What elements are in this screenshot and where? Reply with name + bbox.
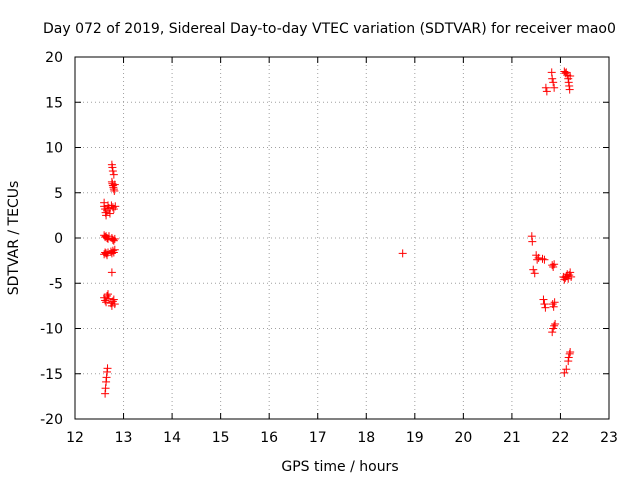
- data-point: [549, 78, 558, 87]
- y-tick-label: -20: [40, 412, 63, 428]
- y-tick-label: 15: [45, 95, 63, 111]
- x-tick-label: 18: [357, 430, 375, 446]
- data-point: [110, 245, 119, 254]
- data-point: [566, 268, 575, 277]
- data-point: [108, 246, 117, 255]
- data-point: [107, 268, 116, 277]
- data-point: [541, 303, 550, 312]
- data-point: [104, 290, 113, 299]
- x-tick-label: 16: [260, 430, 278, 446]
- data-point: [540, 255, 549, 264]
- axis-ticks: 12 13 14 15 16 17 18 19 20 21 22 23 -20 -15 -10 -5 0 5 10 1…: [40, 50, 618, 446]
- data-point: [108, 167, 117, 176]
- data-point: [109, 236, 118, 245]
- data-point: [540, 300, 549, 309]
- data-point: [533, 255, 542, 264]
- data-point: [108, 235, 117, 244]
- x-tick-label: 19: [406, 430, 424, 446]
- x-tick-label: 13: [115, 430, 133, 446]
- data-point: [551, 319, 560, 328]
- y-tick-label: 10: [45, 141, 63, 157]
- data-point: [564, 353, 573, 362]
- data-point: [566, 72, 575, 81]
- y-tick-label: -10: [40, 322, 63, 338]
- x-tick-label: 21: [503, 430, 521, 446]
- data-point: [538, 254, 547, 263]
- data-point: [102, 211, 111, 220]
- y-tick-label: -15: [40, 367, 63, 383]
- data-point: [550, 321, 559, 330]
- y-tick-label: -5: [49, 276, 63, 292]
- data-point: [560, 275, 569, 284]
- data-point: [561, 69, 570, 78]
- data-point: [110, 180, 119, 189]
- x-tick-label: 17: [309, 430, 327, 446]
- x-tick-label: 22: [552, 430, 570, 446]
- chart-title: Day 072 of 2019, Sidereal Day-to-day VTE…: [43, 21, 616, 37]
- data-point: [529, 265, 538, 274]
- data-point: [534, 253, 543, 262]
- data-point: [110, 300, 119, 309]
- y-axis-title: SDTVAR / TECUs: [6, 181, 22, 296]
- data-point: [567, 272, 576, 281]
- data-point: [549, 302, 558, 311]
- data-point: [105, 209, 114, 218]
- x-tick-label: 20: [454, 430, 472, 446]
- data-point: [539, 295, 548, 304]
- y-tick-label: 0: [54, 231, 63, 247]
- data-points: [100, 67, 576, 398]
- data-point: [548, 328, 557, 337]
- data-point: [542, 87, 551, 96]
- data-point: [566, 348, 575, 357]
- data-point: [109, 170, 118, 179]
- data-point: [101, 296, 110, 305]
- x-tick-label: 14: [163, 430, 181, 446]
- data-point: [111, 202, 120, 211]
- data-point: [550, 260, 559, 269]
- data-point: [103, 364, 112, 373]
- plot-frame: [74, 56, 610, 420]
- data-point: [398, 249, 407, 258]
- data-point: [530, 269, 539, 278]
- x-axis-title: GPS time / hours: [281, 459, 398, 475]
- data-point: [550, 83, 559, 92]
- data-point: [110, 234, 119, 243]
- data-point: [109, 295, 118, 304]
- y-tick-label: 5: [54, 186, 63, 202]
- y-tick-label: 20: [45, 50, 63, 66]
- data-point: [550, 298, 559, 307]
- data-point: [565, 85, 574, 94]
- x-tick-label: 15: [212, 430, 230, 446]
- x-tick-label: 12: [66, 430, 84, 446]
- data-point: [548, 261, 557, 270]
- grid: [75, 57, 609, 419]
- data-point: [528, 237, 537, 246]
- x-tick-label: 23: [600, 430, 618, 446]
- data-point: [548, 74, 557, 83]
- data-point: [562, 365, 571, 374]
- data-point: [541, 83, 550, 92]
- data-point: [560, 368, 569, 377]
